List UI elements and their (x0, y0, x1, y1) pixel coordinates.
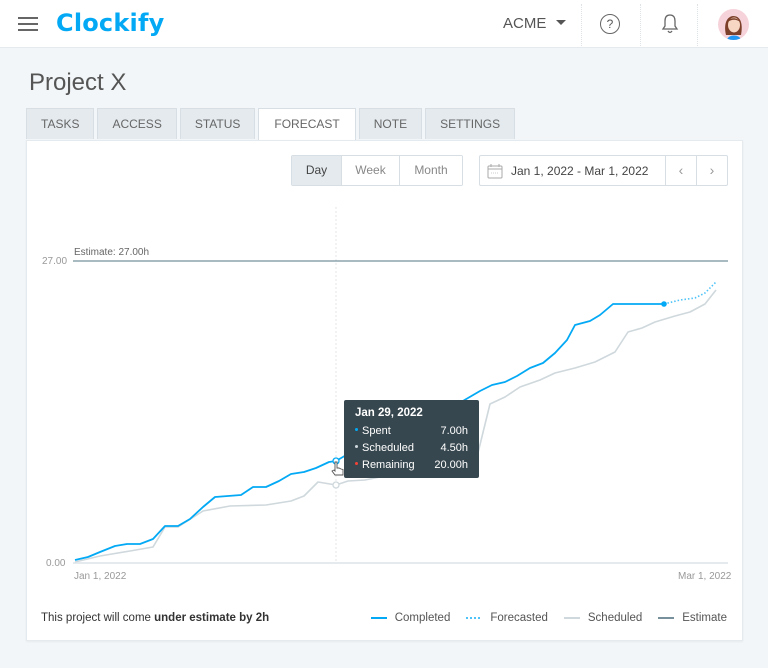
workspace-selector[interactable]: ACME (503, 15, 567, 32)
tooltip-label: Remaining (362, 459, 415, 471)
tab-forecast[interactable]: FORECAST (258, 108, 356, 140)
tooltip-value: 4.50h (440, 442, 468, 454)
next-period-button[interactable]: › (696, 156, 727, 185)
logo[interactable]: Clockify (56, 9, 165, 37)
date-range-picker: Jan 1, 2022 - Mar 1, 2022 ‹ › (479, 155, 728, 186)
estimate-swatch-icon (658, 617, 675, 619)
legend-completed[interactable]: Completed (370, 612, 451, 624)
tab-access[interactable]: ACCESS (97, 108, 177, 139)
legend-scheduled[interactable]: Scheduled (563, 612, 643, 624)
calendar-icon (487, 163, 503, 178)
week-button[interactable]: Week (342, 156, 400, 185)
tab-settings[interactable]: SETTINGS (425, 108, 516, 139)
summary-emphasis: under estimate by 2h (154, 612, 270, 624)
x-axis-end-label: Mar 1, 2022 (678, 571, 732, 582)
tooltip-label: Scheduled (362, 442, 414, 454)
legend-estimate[interactable]: Estimate (658, 612, 727, 624)
hand-cursor-icon (331, 461, 344, 476)
completed-swatch-icon (370, 617, 387, 619)
divider (640, 4, 641, 46)
forecast-summary: This project will come under estimate by… (41, 612, 269, 624)
tab-bar: TASKS ACCESS STATUS FORECAST NOTE SETTIN… (26, 108, 518, 140)
divider (697, 4, 698, 46)
tab-note[interactable]: NOTE (358, 108, 423, 139)
y-axis-max-label: 27.00 (42, 256, 68, 267)
chart-legend: Completed Forecasted Scheduled Estimate (355, 612, 727, 624)
tooltip-value: 7.00h (440, 425, 468, 437)
caret-down-icon (556, 20, 567, 25)
today-marker (661, 301, 667, 307)
spent-dot-icon (355, 428, 358, 431)
legend-label: Forecasted (490, 612, 548, 624)
tooltip-value: 20.00h (434, 459, 468, 471)
legend-label: Completed (394, 612, 451, 624)
top-bar: Clockify ACME ? (0, 0, 768, 48)
scheduled-dot-icon (355, 445, 358, 448)
x-axis-start-label: Jan 1, 2022 (74, 571, 127, 582)
granularity-toggle: Day Week Month (291, 155, 463, 186)
tooltip-row-remaining: Remaining 20.00h (355, 457, 468, 474)
tooltip-row-spent: Spent 7.00h (355, 423, 468, 440)
day-button[interactable]: Day (292, 156, 342, 185)
hamburger-menu-icon[interactable] (18, 17, 38, 31)
avatar[interactable] (718, 9, 749, 40)
tooltip-row-scheduled: Scheduled 4.50h (355, 440, 468, 457)
y-axis-min-label: 0.00 (46, 558, 66, 569)
date-range-field[interactable]: Jan 1, 2022 - Mar 1, 2022 (480, 156, 665, 185)
forecast-card (26, 140, 743, 641)
hover-point-scheduled[interactable] (332, 481, 340, 489)
forecasted-line (663, 281, 717, 305)
workspace-name: ACME (503, 15, 547, 32)
month-button[interactable]: Month (400, 156, 462, 185)
legend-forecasted[interactable]: Forecasted (466, 612, 548, 624)
bell-icon[interactable] (660, 13, 680, 35)
forecasted-swatch-icon (466, 617, 483, 619)
legend-label: Scheduled (587, 612, 643, 624)
scheduled-swatch-icon (563, 617, 580, 619)
date-range-text: Jan 1, 2022 - Mar 1, 2022 (511, 163, 649, 178)
remaining-dot-icon (355, 462, 358, 465)
tooltip-label: Spent (362, 425, 391, 437)
divider (581, 4, 582, 46)
legend-label: Estimate (682, 612, 727, 624)
tab-status[interactable]: STATUS (179, 108, 256, 139)
page-title: Project X (29, 69, 127, 96)
help-icon[interactable]: ? (600, 14, 620, 34)
estimate-label: Estimate: 27.00h (74, 247, 150, 258)
tooltip-date: Jan 29, 2022 (355, 407, 423, 419)
tab-tasks[interactable]: TASKS (26, 108, 95, 139)
summary-text: This project will come (41, 612, 155, 624)
prev-period-button[interactable]: ‹ (665, 156, 696, 185)
chart-tooltip: Jan 29, 2022 Spent 7.00h Scheduled 4.50h… (344, 400, 479, 478)
